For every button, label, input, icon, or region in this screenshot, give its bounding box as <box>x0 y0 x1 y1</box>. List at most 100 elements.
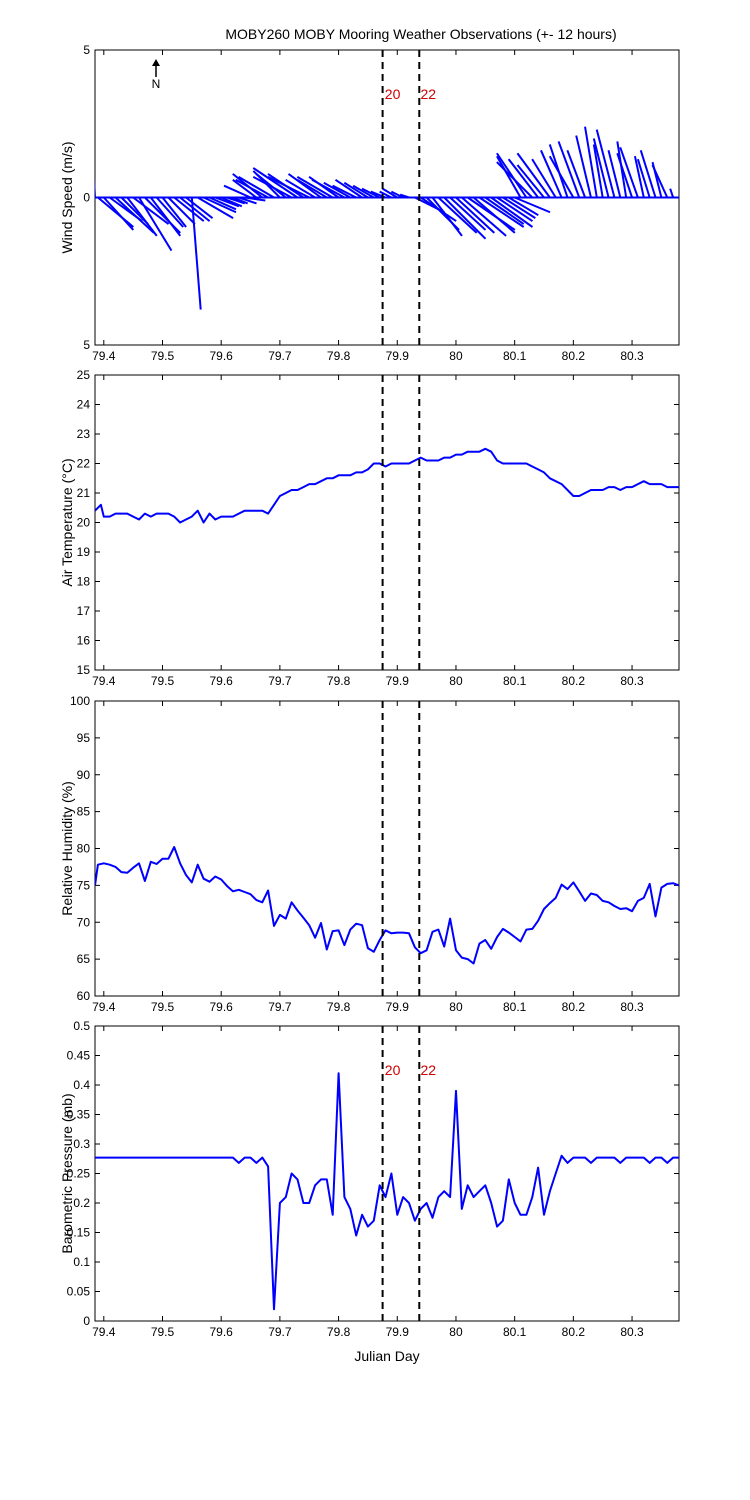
humidity-ytick-label: 70 <box>77 915 91 929</box>
pressure-xlabel: Julian Day <box>354 1348 419 1364</box>
temp-series-line <box>95 447 679 524</box>
wind-vector <box>651 164 669 198</box>
temp-ytick-label: 19 <box>77 545 91 559</box>
temp-xtick-label: 79.5 <box>151 674 175 688</box>
pressure-xtick-label: 79.6 <box>210 1325 234 1339</box>
wind-xtick-label: 79.8 <box>327 349 351 363</box>
wind-vector <box>390 190 404 199</box>
wind-vector <box>431 196 463 237</box>
temp-ytick-label: 22 <box>77 457 91 471</box>
pressure-ylabel: Barometric Pressure (mb) <box>59 1093 75 1253</box>
marker-label-20: 20 <box>385 86 401 102</box>
marker-label-20: 20 <box>385 1062 401 1078</box>
humidity-xtick-label: 80.2 <box>562 1000 586 1014</box>
wind-vector <box>155 196 184 228</box>
wind-vector <box>399 193 410 199</box>
marker-label-22: 22 <box>420 1062 436 1078</box>
wind-xtick-label: 79.7 <box>268 349 292 363</box>
wind-vector <box>437 196 478 234</box>
wind-vector <box>343 181 369 199</box>
wind-vector <box>575 135 592 198</box>
barometric-pressure-panel: 0 0.05 0.1 0.15 0.2 0.25 0.3 0.35 0.4 0.45 0.5 79.4… <box>59 1019 680 1364</box>
wind-vector <box>455 196 495 234</box>
marker-label-22: 22 <box>420 86 436 102</box>
wind-vector <box>443 196 487 240</box>
humidity-ylabel: Relative Humidity (%) <box>59 781 75 916</box>
wind-vector <box>232 196 249 205</box>
wind-vector <box>179 196 211 222</box>
wind-vector <box>639 150 657 198</box>
humidity-ytick-label: 95 <box>77 731 91 745</box>
temp-axes-frame <box>94 374 680 671</box>
wind-xtick-label: 79.6 <box>210 349 234 363</box>
temp-ytick-label: 24 <box>77 398 91 412</box>
wind-vector <box>484 196 525 225</box>
humidity-ytick-label: 75 <box>77 878 91 892</box>
temp-ytick-label: 18 <box>77 575 91 589</box>
wind-vector <box>197 196 234 220</box>
wind-vector <box>516 152 551 199</box>
pressure-xtick-label: 79.7 <box>268 1325 292 1339</box>
wind-vector <box>508 196 539 217</box>
wind-vector <box>633 155 645 198</box>
pressure-ytick-label: 0.25 <box>67 1167 91 1181</box>
wind-vector <box>238 196 257 205</box>
wind-vector <box>185 196 214 219</box>
temp-ytick-label: 20 <box>77 516 91 530</box>
humidity-ytick-label: 60 <box>77 989 91 1003</box>
temp-ytick-label: 23 <box>77 427 91 441</box>
humidity-xtick-label: 80 <box>449 1000 463 1014</box>
temp-xtick-label: 79.6 <box>210 674 234 688</box>
wind-vector <box>548 155 575 198</box>
wind-vector <box>540 149 563 198</box>
pressure-plot-area <box>95 1072 679 1311</box>
wind-xtick-label: 80.1 <box>503 349 527 363</box>
pressure-xtick-label: 79.5 <box>151 1325 175 1339</box>
wind-vector <box>114 196 155 234</box>
relative-humidity-panel: 60 65 70 75 80 85 90 95 100 79.4 79.5 79.6 79.7 79.8 7… <box>59 694 680 1014</box>
pressure-xtick-label: 79.9 <box>386 1325 410 1339</box>
wind-vector <box>461 196 507 237</box>
wind-vector <box>167 196 196 225</box>
wind-vector <box>496 155 522 198</box>
temp-xtick-label: 79.8 <box>327 674 351 688</box>
humidity-ytick-label: 85 <box>77 805 91 819</box>
wind-vector <box>214 196 240 208</box>
humidity-axes-frame <box>94 700 680 997</box>
temp-ytick-label: 15 <box>77 663 91 677</box>
wind-vector <box>235 178 269 199</box>
pressure-ytick-label: 0.5 <box>73 1019 90 1033</box>
temp-xtick-label: 79.4 <box>92 674 116 688</box>
temp-ytick-label: 17 <box>77 604 91 618</box>
wind-vector <box>267 175 310 199</box>
wind-vector <box>296 178 328 199</box>
pressure-ytick-label: 0.2 <box>73 1196 90 1210</box>
wind-vector <box>232 179 258 199</box>
wind-vector <box>472 196 516 234</box>
pressure-xtick-label: 80.3 <box>620 1325 644 1339</box>
wind-vector <box>592 138 610 198</box>
wind-vector <box>496 152 528 199</box>
wind-vector <box>382 187 398 199</box>
temp-ytick-label: 21 <box>77 486 91 500</box>
figure-title: MOBY260 MOBY Mooring Weather Observation… <box>225 26 616 42</box>
pressure-xtick-label: 79.8 <box>327 1325 351 1339</box>
humidity-xtick-label: 79.5 <box>151 1000 175 1014</box>
wind-vector <box>584 126 598 198</box>
humidity-ytick-label: 100 <box>70 694 90 708</box>
wind-ylabel: Wind Speed (m/s) <box>59 141 75 253</box>
wind-vector <box>203 196 237 214</box>
pressure-xtick-label: 80 <box>449 1325 463 1339</box>
wind-xtick-label: 80 <box>449 349 463 363</box>
humidity-series-line <box>95 846 679 965</box>
wind-vector <box>334 178 363 199</box>
temp-xtick-label: 80 <box>449 674 463 688</box>
wind-vector <box>669 188 675 198</box>
wind-xtick-label: 79.4 <box>92 349 116 363</box>
humidity-ytick-label: 65 <box>77 952 91 966</box>
temp-xtick-label: 79.9 <box>386 674 410 688</box>
humidity-plot-area <box>95 846 679 965</box>
wind-vector <box>507 158 539 199</box>
